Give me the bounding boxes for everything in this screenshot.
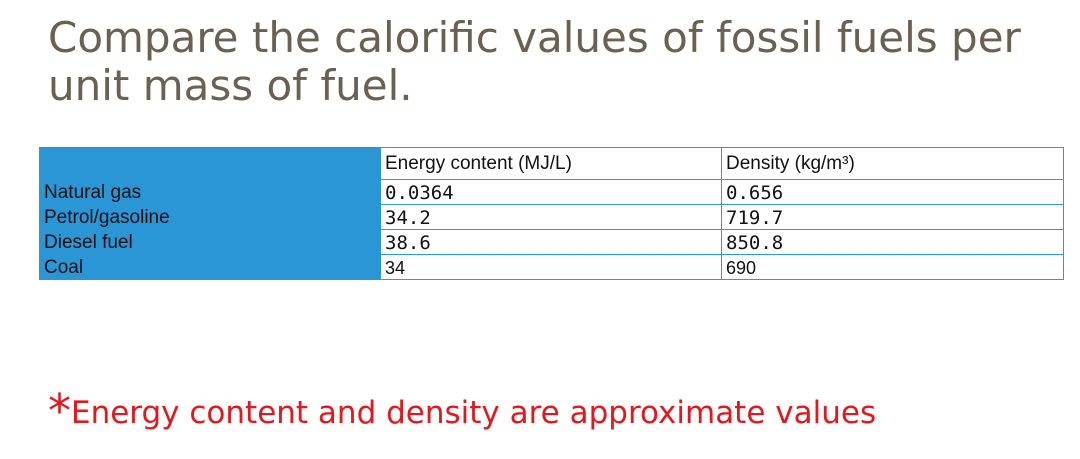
table-header-row: Energy content (MJ/L) Density (kg/m³) xyxy=(39,147,1064,180)
table-row: Diesel fuel 38.6 850.8 xyxy=(39,229,1064,255)
fuel-name-cell: Coal xyxy=(39,254,381,280)
density-header: Density (kg/m³) xyxy=(721,147,1064,180)
approximation-footnote: *Energy content and density are approxim… xyxy=(48,384,876,438)
energy-value-cell: 0.0364 xyxy=(380,179,722,205)
fuel-name-cell: Diesel fuel xyxy=(39,229,381,255)
slide-title: Compare the calorific values of fossil f… xyxy=(48,13,1021,110)
energy-value-cell: 34.2 xyxy=(380,204,722,230)
density-value-cell: 690 xyxy=(721,254,1064,280)
footnote-text: Energy content and density are approxima… xyxy=(71,395,877,431)
table-row: Petrol/gasoline 34.2 719.7 xyxy=(39,204,1064,230)
energy-value-cell: 38.6 xyxy=(380,229,722,255)
table-header-corner xyxy=(39,147,381,180)
density-value-cell: 0.656 xyxy=(721,179,1064,205)
table-row: Natural gas 0.0364 0.656 xyxy=(39,179,1064,205)
fuel-name-cell: Natural gas xyxy=(39,179,381,205)
energy-content-header: Energy content (MJ/L) xyxy=(380,147,722,180)
fuel-name-cell: Petrol/gasoline xyxy=(39,204,381,230)
density-value-cell: 719.7 xyxy=(721,204,1064,230)
asterisk-marker: * xyxy=(48,384,71,438)
fuel-data-table: Energy content (MJ/L) Density (kg/m³) Na… xyxy=(39,147,1064,280)
table-row: Coal 34 690 xyxy=(39,254,1064,280)
density-value-cell: 850.8 xyxy=(721,229,1064,255)
energy-value-cell: 34 xyxy=(380,254,722,280)
